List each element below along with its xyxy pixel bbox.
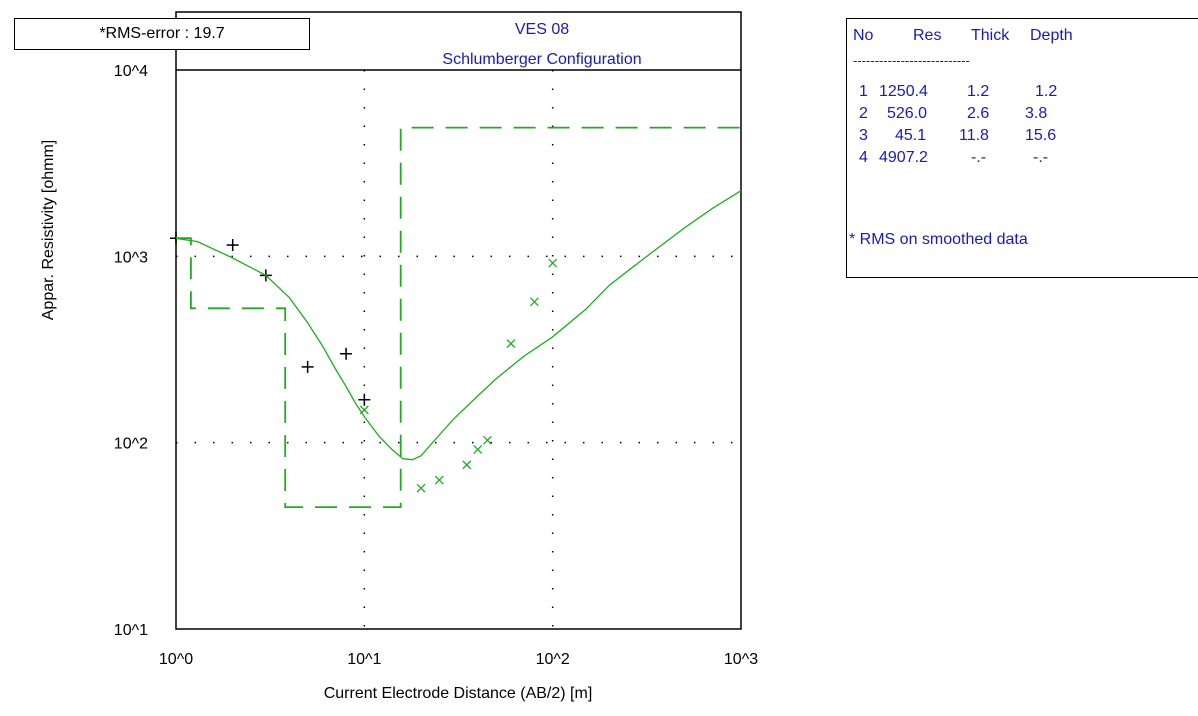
header-no: No xyxy=(853,27,874,44)
x-tick-label: 10^3 xyxy=(724,651,758,668)
observed-point-plus xyxy=(226,239,239,252)
observed-point-x xyxy=(482,435,492,445)
rms-error-box: *RMS-error : 19.7 xyxy=(14,18,310,50)
observed-point-plus xyxy=(301,360,314,373)
rms-note: * RMS on smoothed data xyxy=(849,231,1028,248)
observed-point-x xyxy=(506,339,516,349)
header-thick: Thick xyxy=(971,27,1010,44)
layer-row: 2 526.0 2.6 3.8 xyxy=(859,105,1048,122)
observed-point-x xyxy=(548,258,558,268)
chart-subtitle: Schlumberger Configuration xyxy=(442,51,641,68)
layer-row: 1 1250.4 1.2 1.2 xyxy=(859,83,1058,100)
layer-row: 3 45.1 11.8 15.6 xyxy=(859,127,1057,144)
layer-table-separator: --------------------------- xyxy=(853,53,970,68)
observed-point-x xyxy=(529,297,539,307)
header-res: Res xyxy=(913,27,942,44)
header-depth: Depth xyxy=(1030,27,1073,44)
observed-point-x xyxy=(434,475,444,485)
x-tick-label: 10^0 xyxy=(159,651,193,668)
y-axis-label: Appar. Resistivity [ohmm] xyxy=(40,140,57,321)
model-curve xyxy=(175,190,742,461)
chart-title: VES 08 xyxy=(515,21,569,38)
layer-parameters-panel: No Res Thick Depth ---------------------… xyxy=(846,18,1198,278)
grid xyxy=(176,70,741,629)
plot-frame xyxy=(175,11,742,630)
x-tick-label: 10^2 xyxy=(536,651,570,668)
series-layer xyxy=(170,126,742,509)
x-axis-label: Current Electrode Distance (AB/2) [m] xyxy=(324,685,593,702)
observed-point-x xyxy=(416,483,426,493)
x-tick-label: 10^1 xyxy=(347,651,381,668)
y-tick-label: 10^2 xyxy=(114,436,148,453)
layer-table-header: No Res Thick Depth xyxy=(847,27,1198,49)
observed-point-plus xyxy=(358,393,371,406)
y-tick-label: 10^3 xyxy=(114,249,148,266)
observed-point-x xyxy=(473,444,483,454)
rms-error-value: 19.7 xyxy=(193,25,225,42)
observed-point-plus xyxy=(340,347,353,360)
rms-error-label: *RMS-error : xyxy=(99,25,190,42)
y-tick-label: 10^4 xyxy=(114,63,148,80)
layer-row: 4 4907.2 -.- -.- xyxy=(859,149,1049,166)
layer-model-step xyxy=(176,126,741,509)
y-tick-label: 10^1 xyxy=(114,622,148,639)
observed-point-x xyxy=(462,460,472,470)
x-tick-labels: 10^0 10^1 10^2 10^3 xyxy=(159,651,758,668)
y-tick-labels: 10^1 10^2 10^3 10^4 xyxy=(114,63,148,639)
